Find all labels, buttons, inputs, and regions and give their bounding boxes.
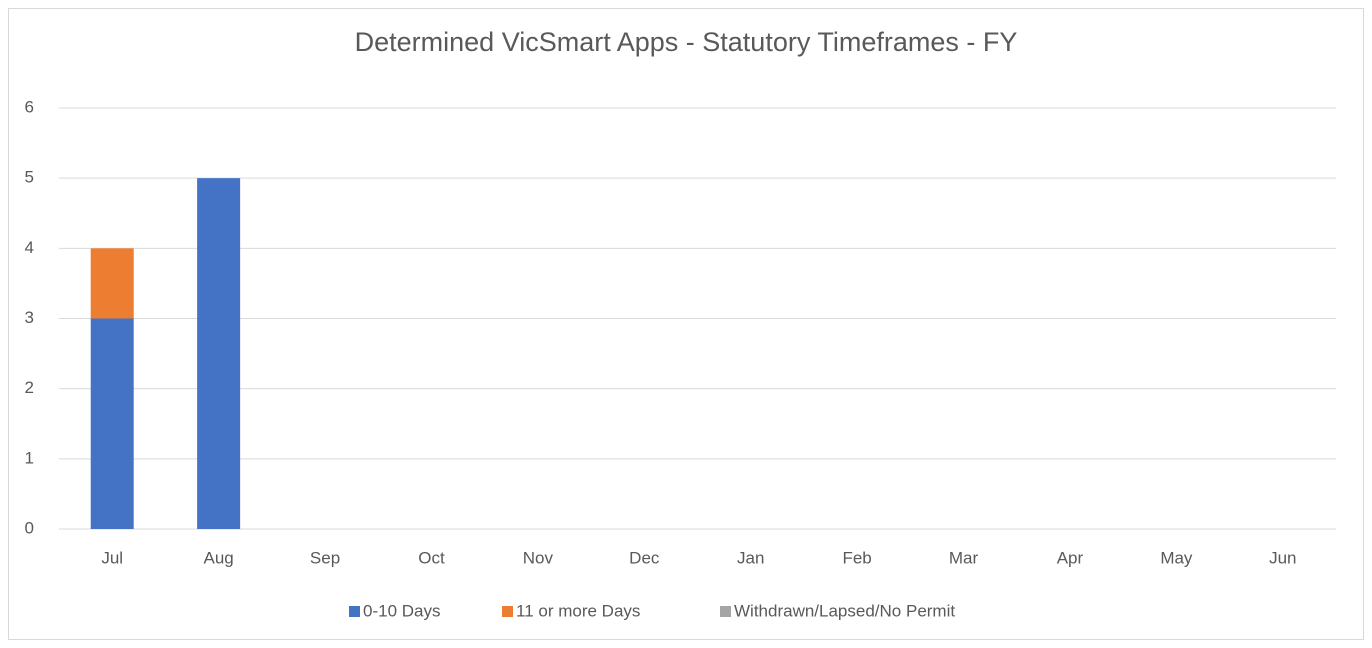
legend-swatch — [349, 606, 360, 617]
x-tick-label: Aug — [204, 548, 234, 567]
bar — [90, 318, 134, 529]
legend-swatch — [720, 606, 731, 617]
x-tick-label: Oct — [418, 548, 445, 567]
x-tick-label: Apr — [1057, 548, 1084, 567]
y-tick-label: 6 — [25, 97, 34, 116]
bar — [197, 178, 241, 529]
legend-label: 0-10 Days — [363, 601, 440, 620]
y-tick-label: 5 — [25, 168, 34, 187]
x-tick-label: Mar — [949, 548, 979, 567]
x-tick-label: Jun — [1269, 548, 1296, 567]
legend-label: 11 or more Days — [516, 601, 640, 620]
x-tick-label: Jan — [737, 548, 764, 567]
x-tick-label: May — [1160, 548, 1193, 567]
y-tick-label: 0 — [25, 518, 34, 537]
y-tick-label: 1 — [25, 448, 34, 467]
legend-swatch — [502, 606, 513, 617]
x-tick-label: Dec — [629, 548, 660, 567]
y-tick-label: 4 — [25, 238, 34, 257]
y-tick-label: 2 — [25, 378, 34, 397]
x-tick-label: Feb — [842, 548, 871, 567]
chart-title: Determined VicSmart Apps - Statutory Tim… — [355, 27, 1018, 57]
bar — [90, 248, 134, 319]
legend-label: Withdrawn/Lapsed/No Permit — [734, 601, 955, 620]
x-tick-label: Jul — [101, 548, 123, 567]
y-tick-label: 3 — [25, 308, 34, 327]
x-tick-label: Sep — [310, 548, 340, 567]
x-tick-label: Nov — [523, 548, 554, 567]
